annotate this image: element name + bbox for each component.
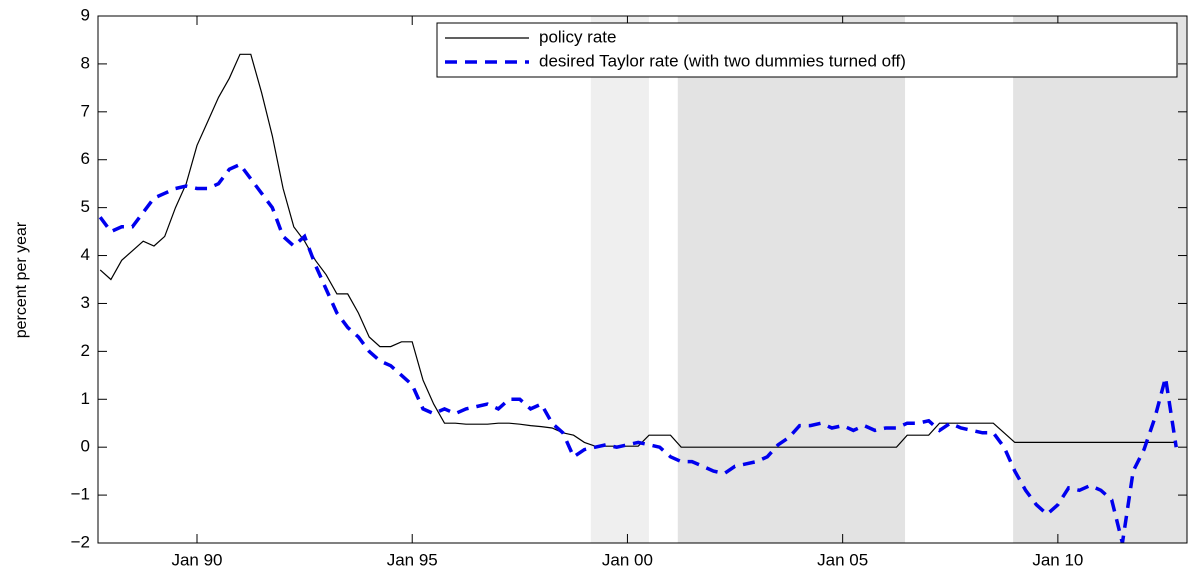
x-tick-label: Jan 00	[602, 550, 653, 569]
legend-label: policy rate	[539, 27, 616, 46]
series-line	[99, 53, 1177, 448]
y-tick-label: −2	[71, 532, 90, 551]
y-tick-label: 9	[81, 5, 90, 24]
legend-label: desired Taylor rate (with two dummies tu…	[539, 51, 906, 70]
y-tick-label: 1	[81, 389, 90, 408]
y-tick-label: 5	[81, 197, 90, 216]
x-tick-label: Jan 90	[171, 550, 222, 569]
legend-box	[436, 22, 1178, 78]
x-tick-label: Jan 10	[1032, 550, 1083, 569]
series-line	[98, 162, 1178, 544]
y-tick-label: 0	[81, 437, 90, 456]
y-tick-label: −1	[71, 485, 90, 504]
plot-frame	[97, 15, 1188, 544]
y-tick-label: 7	[81, 101, 90, 120]
x-tick-label: Jan 95	[387, 550, 438, 569]
y-tick-label: 2	[81, 341, 90, 360]
y-tick-label: 8	[81, 53, 90, 72]
shaded-region	[677, 16, 906, 543]
shaded-region	[1013, 16, 1187, 543]
y-axis-label: percent per year	[13, 221, 30, 338]
y-tick-label: 4	[81, 245, 90, 264]
y-tick-label: 3	[81, 293, 90, 312]
shaded-region	[590, 16, 649, 543]
y-tick-label: 6	[81, 149, 90, 168]
x-tick-label: Jan 05	[817, 550, 868, 569]
